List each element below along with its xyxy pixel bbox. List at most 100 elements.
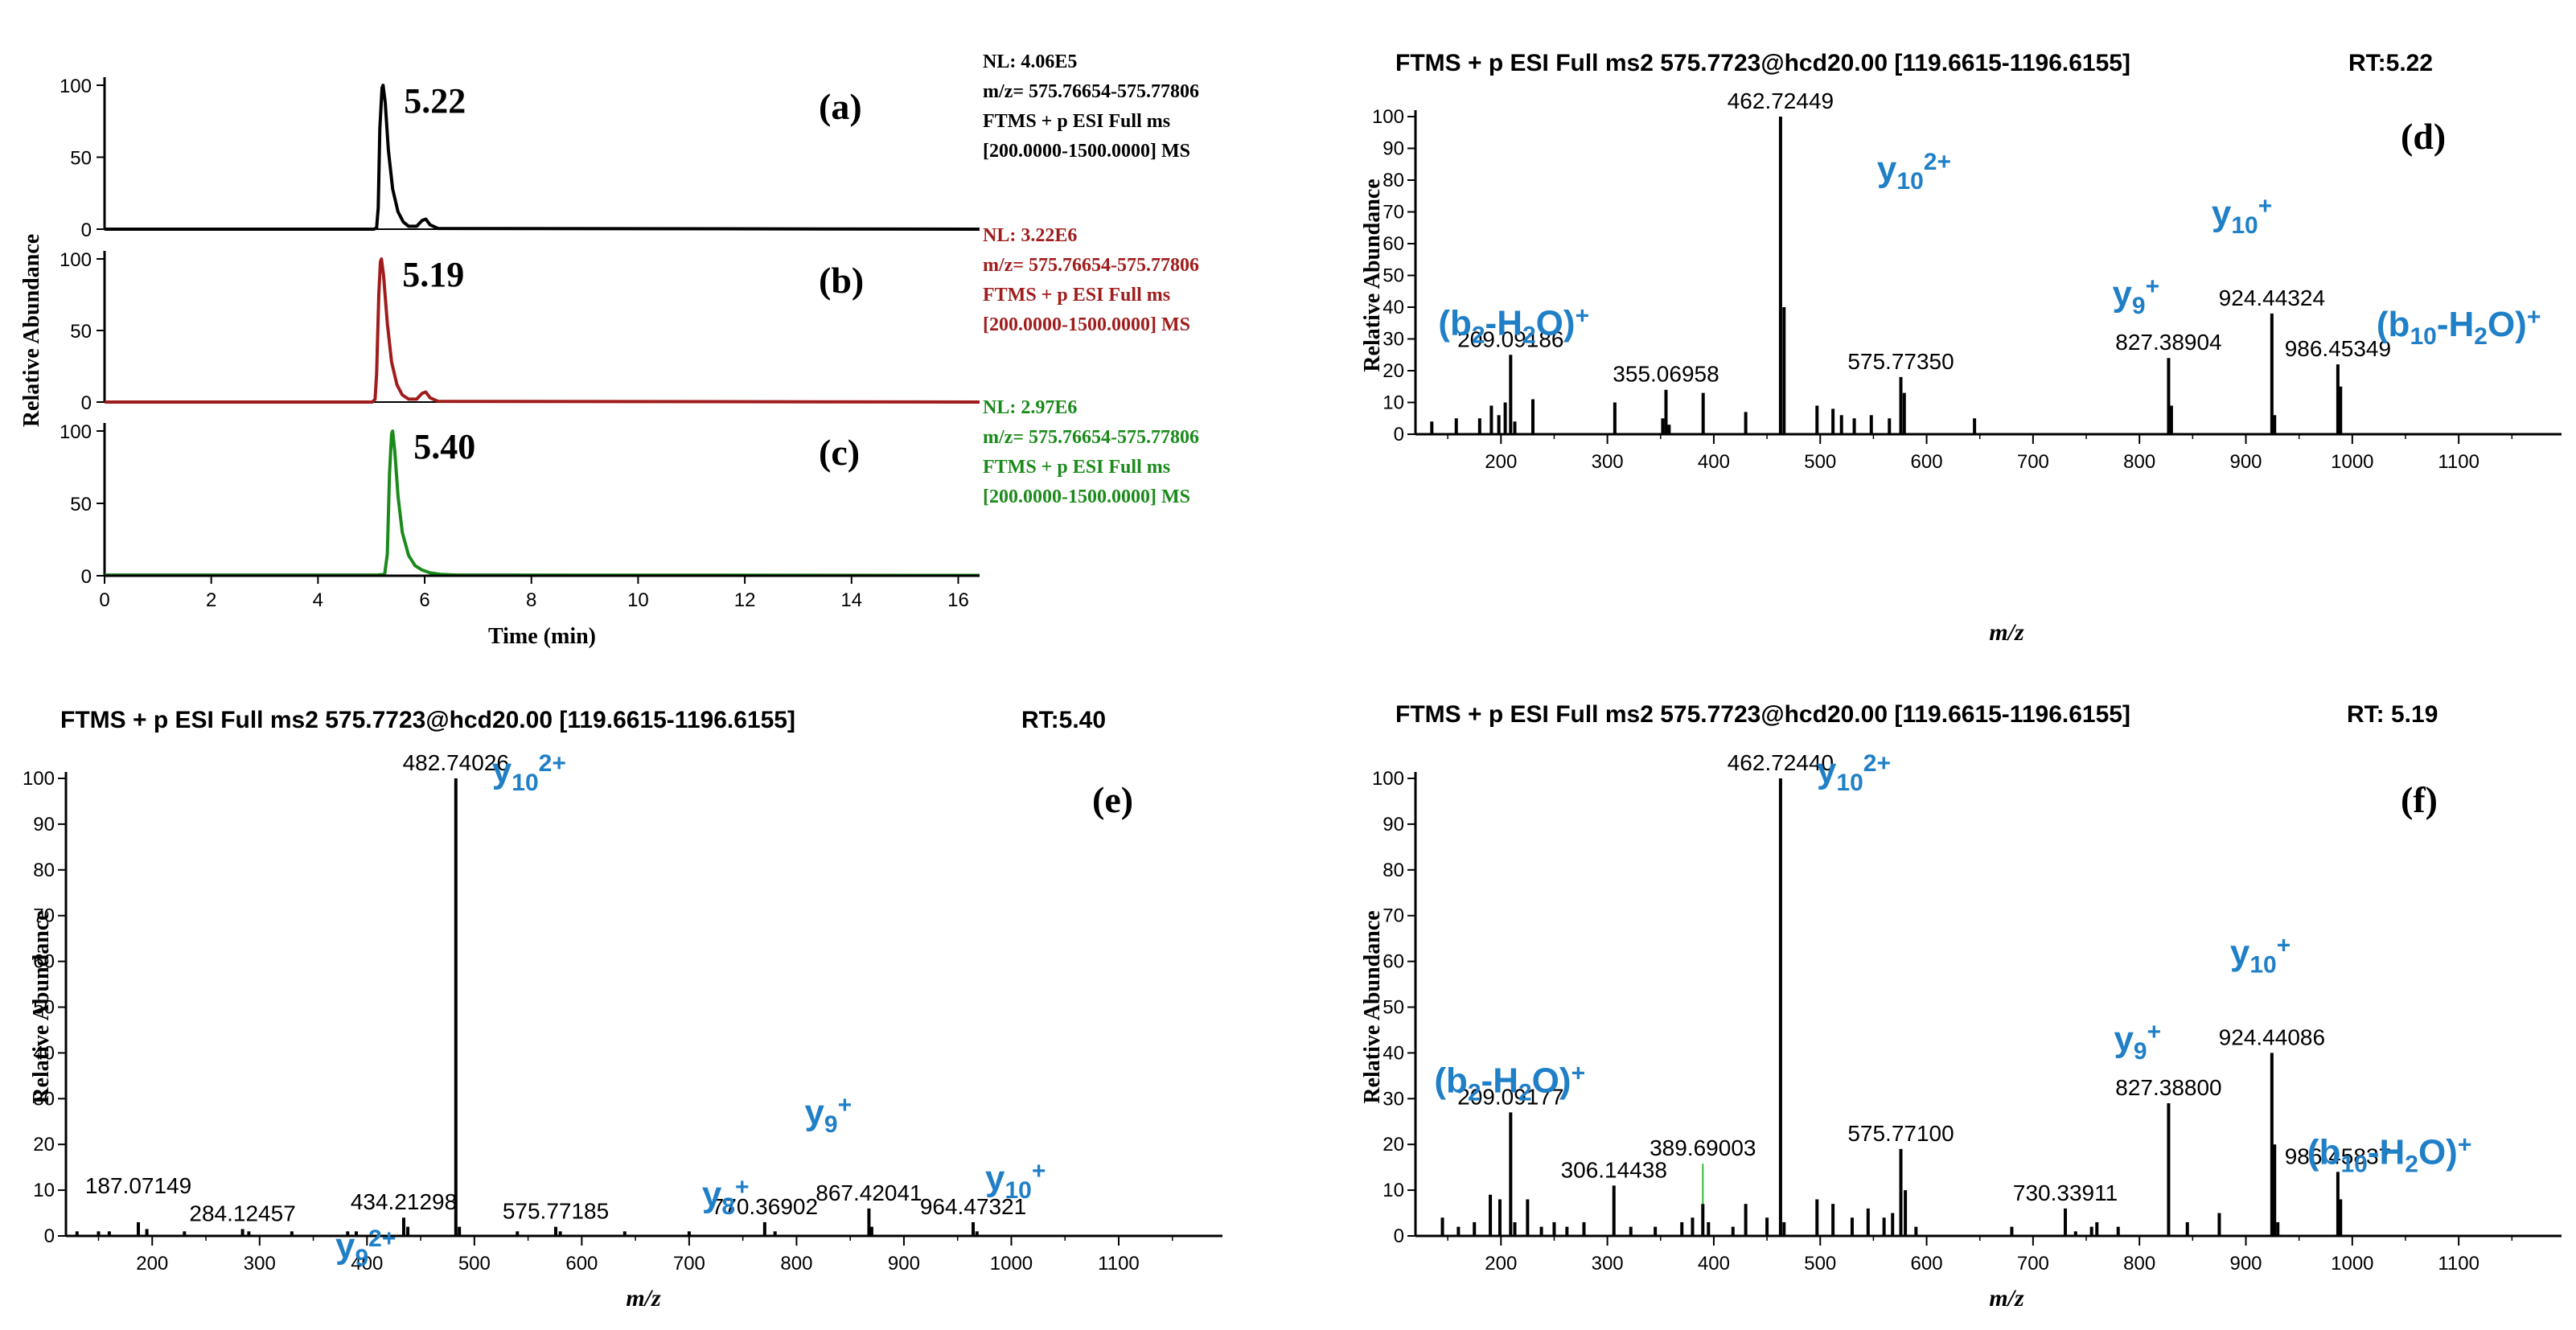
ion-label-part: + [838, 1092, 853, 1119]
nl-info-line: m/z= 575.76654-575.77806 [983, 427, 1199, 448]
peak-mz-label: 482.74026 [403, 750, 509, 775]
nl-info-line: FTMS + p ESI Full ms [983, 457, 1170, 478]
x-tick-label: 600 [1911, 1253, 1943, 1275]
spectrum-header: FTMS + p ESI Full ms2 575.7723@hcd20.00 … [1395, 50, 2130, 76]
x-axis-label: m/z [626, 1285, 661, 1312]
panel-label: (e) [1092, 779, 1133, 820]
ion-label-part: y [492, 751, 512, 790]
spectrum-panel-d: FTMS + p ESI Full ms2 575.7723@hcd20.00 … [1360, 50, 2562, 646]
panel-label: (a) [819, 86, 862, 127]
ion-label: y10+ [2230, 932, 2290, 978]
chromatogram-b: 0 50 100 5.19 (b) NL: 3.22E6 m/z= 575.76654-57… [60, 225, 1199, 414]
peak-mz-label: 575.77185 [503, 1199, 609, 1224]
y-axis-label: Relative Abundance [29, 910, 54, 1103]
x-tick-label: 1100 [2438, 451, 2479, 473]
x-tick-label: 600 [1911, 451, 1943, 473]
y-tick-label: 60 [33, 951, 55, 973]
x-tick-label: 200 [136, 1253, 168, 1275]
x-tick-label: 500 [1804, 1253, 1836, 1275]
nl-info-line: NL: 2.97E6 [983, 397, 1077, 418]
y-tick-label: 40 [1382, 1042, 1404, 1064]
y-tick-label: 80 [1382, 170, 1404, 191]
ion-label-part: 10 [1005, 1177, 1032, 1204]
x-tick-label: 800 [780, 1253, 812, 1275]
peak-mz-label: 964.47321 [920, 1194, 1026, 1219]
spectrum-header: FTMS + p ESI Full ms2 575.7723@hcd20.00 … [60, 707, 795, 733]
ion-label-part: y [702, 1175, 722, 1214]
retention-time: RT:5.22 [2348, 50, 2433, 76]
x-tick-label: 200 [1485, 1253, 1517, 1275]
ion-label-part: 2 [1518, 1079, 1532, 1106]
y-tick-label: 100 [1372, 768, 1404, 790]
ion-label: y102+ [1817, 750, 1891, 796]
chromatogram-a: 0 50 100 5.22 (a) NL: 4.06E5 m/z= 575.76654-57… [60, 51, 1199, 241]
x-tick-label: 400 [1698, 451, 1730, 473]
y-tick-label: 40 [1382, 297, 1404, 318]
nl-info-line: [200.0000-1500.0000] MS [983, 486, 1190, 507]
peak-mz-label: 389.69003 [1650, 1135, 1756, 1160]
peak-mz-label: 986.45837 [2285, 1143, 2391, 1168]
chromatogram-trace [105, 257, 980, 404]
nl-info-line: NL: 3.22E6 [983, 225, 1077, 246]
y-tick-label: 0 [1394, 1225, 1404, 1247]
ion-label-part: 2+ [1863, 750, 1891, 777]
x-tick-label: 900 [888, 1253, 920, 1275]
ion-label-part: 10 [512, 770, 538, 796]
x-tick-label: 0 [99, 589, 109, 611]
ion-label-part: 2 [2474, 323, 2488, 350]
ion-label-part: O) [1536, 303, 1576, 343]
ion-label: (b2-H2O)+ [1434, 1060, 1585, 1106]
ion-label-part: 9 [355, 1245, 368, 1271]
x-tick-label: 400 [351, 1253, 383, 1275]
x-axis-label: m/z [1989, 1285, 2024, 1312]
ion-label: y9+ [2114, 1019, 2161, 1065]
ion-label-part: + [1576, 302, 1590, 329]
ion-label-part: 2 [1468, 1079, 1481, 1106]
x-tick-label: 1100 [2438, 1253, 2479, 1275]
ion-label: y9+ [804, 1092, 852, 1138]
retention-time-label: 5.22 [404, 81, 466, 121]
y-tick-label: 0 [81, 566, 92, 588]
x-axis-label: m/z [1989, 619, 2024, 646]
ion-label-part: (b [2307, 1132, 2341, 1172]
ion-label-part: + [2147, 1019, 2162, 1045]
ion-label-part: 8 [721, 1193, 735, 1220]
x-tick-label: 4 [313, 589, 323, 611]
x-tick-label: 10 [627, 589, 649, 611]
x-tick-label: 500 [458, 1253, 491, 1275]
ion-label-part: -H [2437, 305, 2474, 344]
ion-label-part: 9 [824, 1111, 838, 1138]
y-axis-label: Relative Abundance [19, 234, 44, 427]
x-tick-label: 1000 [2331, 451, 2373, 473]
y-tick-label: 100 [60, 421, 92, 443]
ion-label-part: 10 [2231, 212, 2258, 239]
nl-info-line: [200.0000-1500.0000] MS [983, 141, 1190, 162]
y-tick-label: 90 [1382, 814, 1404, 835]
y-tick-label: 60 [1382, 951, 1404, 973]
peak-mz-label: 434.21298 [351, 1189, 457, 1214]
ion-label-part: 2+ [368, 1225, 396, 1252]
x-tick-label: 800 [2123, 451, 2155, 473]
ion-label-part: + [2258, 193, 2273, 220]
x-tick-label: 1100 [1098, 1253, 1140, 1275]
ion-label-part: -H [2368, 1132, 2405, 1172]
ion-label-part: + [2458, 1131, 2472, 1158]
peak-mz-label: 462.72440 [1728, 750, 1834, 775]
ion-label-part: 10 [2249, 951, 2276, 978]
x-tick-label: 900 [2229, 451, 2262, 473]
ion-label-part: y [804, 1093, 824, 1132]
peak-mz-label: 355.06958 [1613, 362, 1719, 387]
peak-mz-label: 730.33911 [2013, 1180, 2118, 1205]
ion-label-part: y [2114, 1020, 2134, 1059]
retention-time-label: 5.19 [402, 255, 464, 294]
ion-label-part: 2 [1522, 322, 1536, 348]
ion-label-part: 2+ [539, 750, 566, 777]
x-tick-label: 400 [1698, 1253, 1730, 1275]
x-tick-label: 600 [565, 1253, 598, 1275]
ion-label-part: (b [1438, 303, 1472, 343]
x-tick-label: 800 [2123, 1253, 2155, 1275]
ion-label-part: y [1817, 751, 1837, 790]
ion-label-part: O) [1532, 1061, 1571, 1100]
y-tick-label: 0 [81, 392, 92, 414]
